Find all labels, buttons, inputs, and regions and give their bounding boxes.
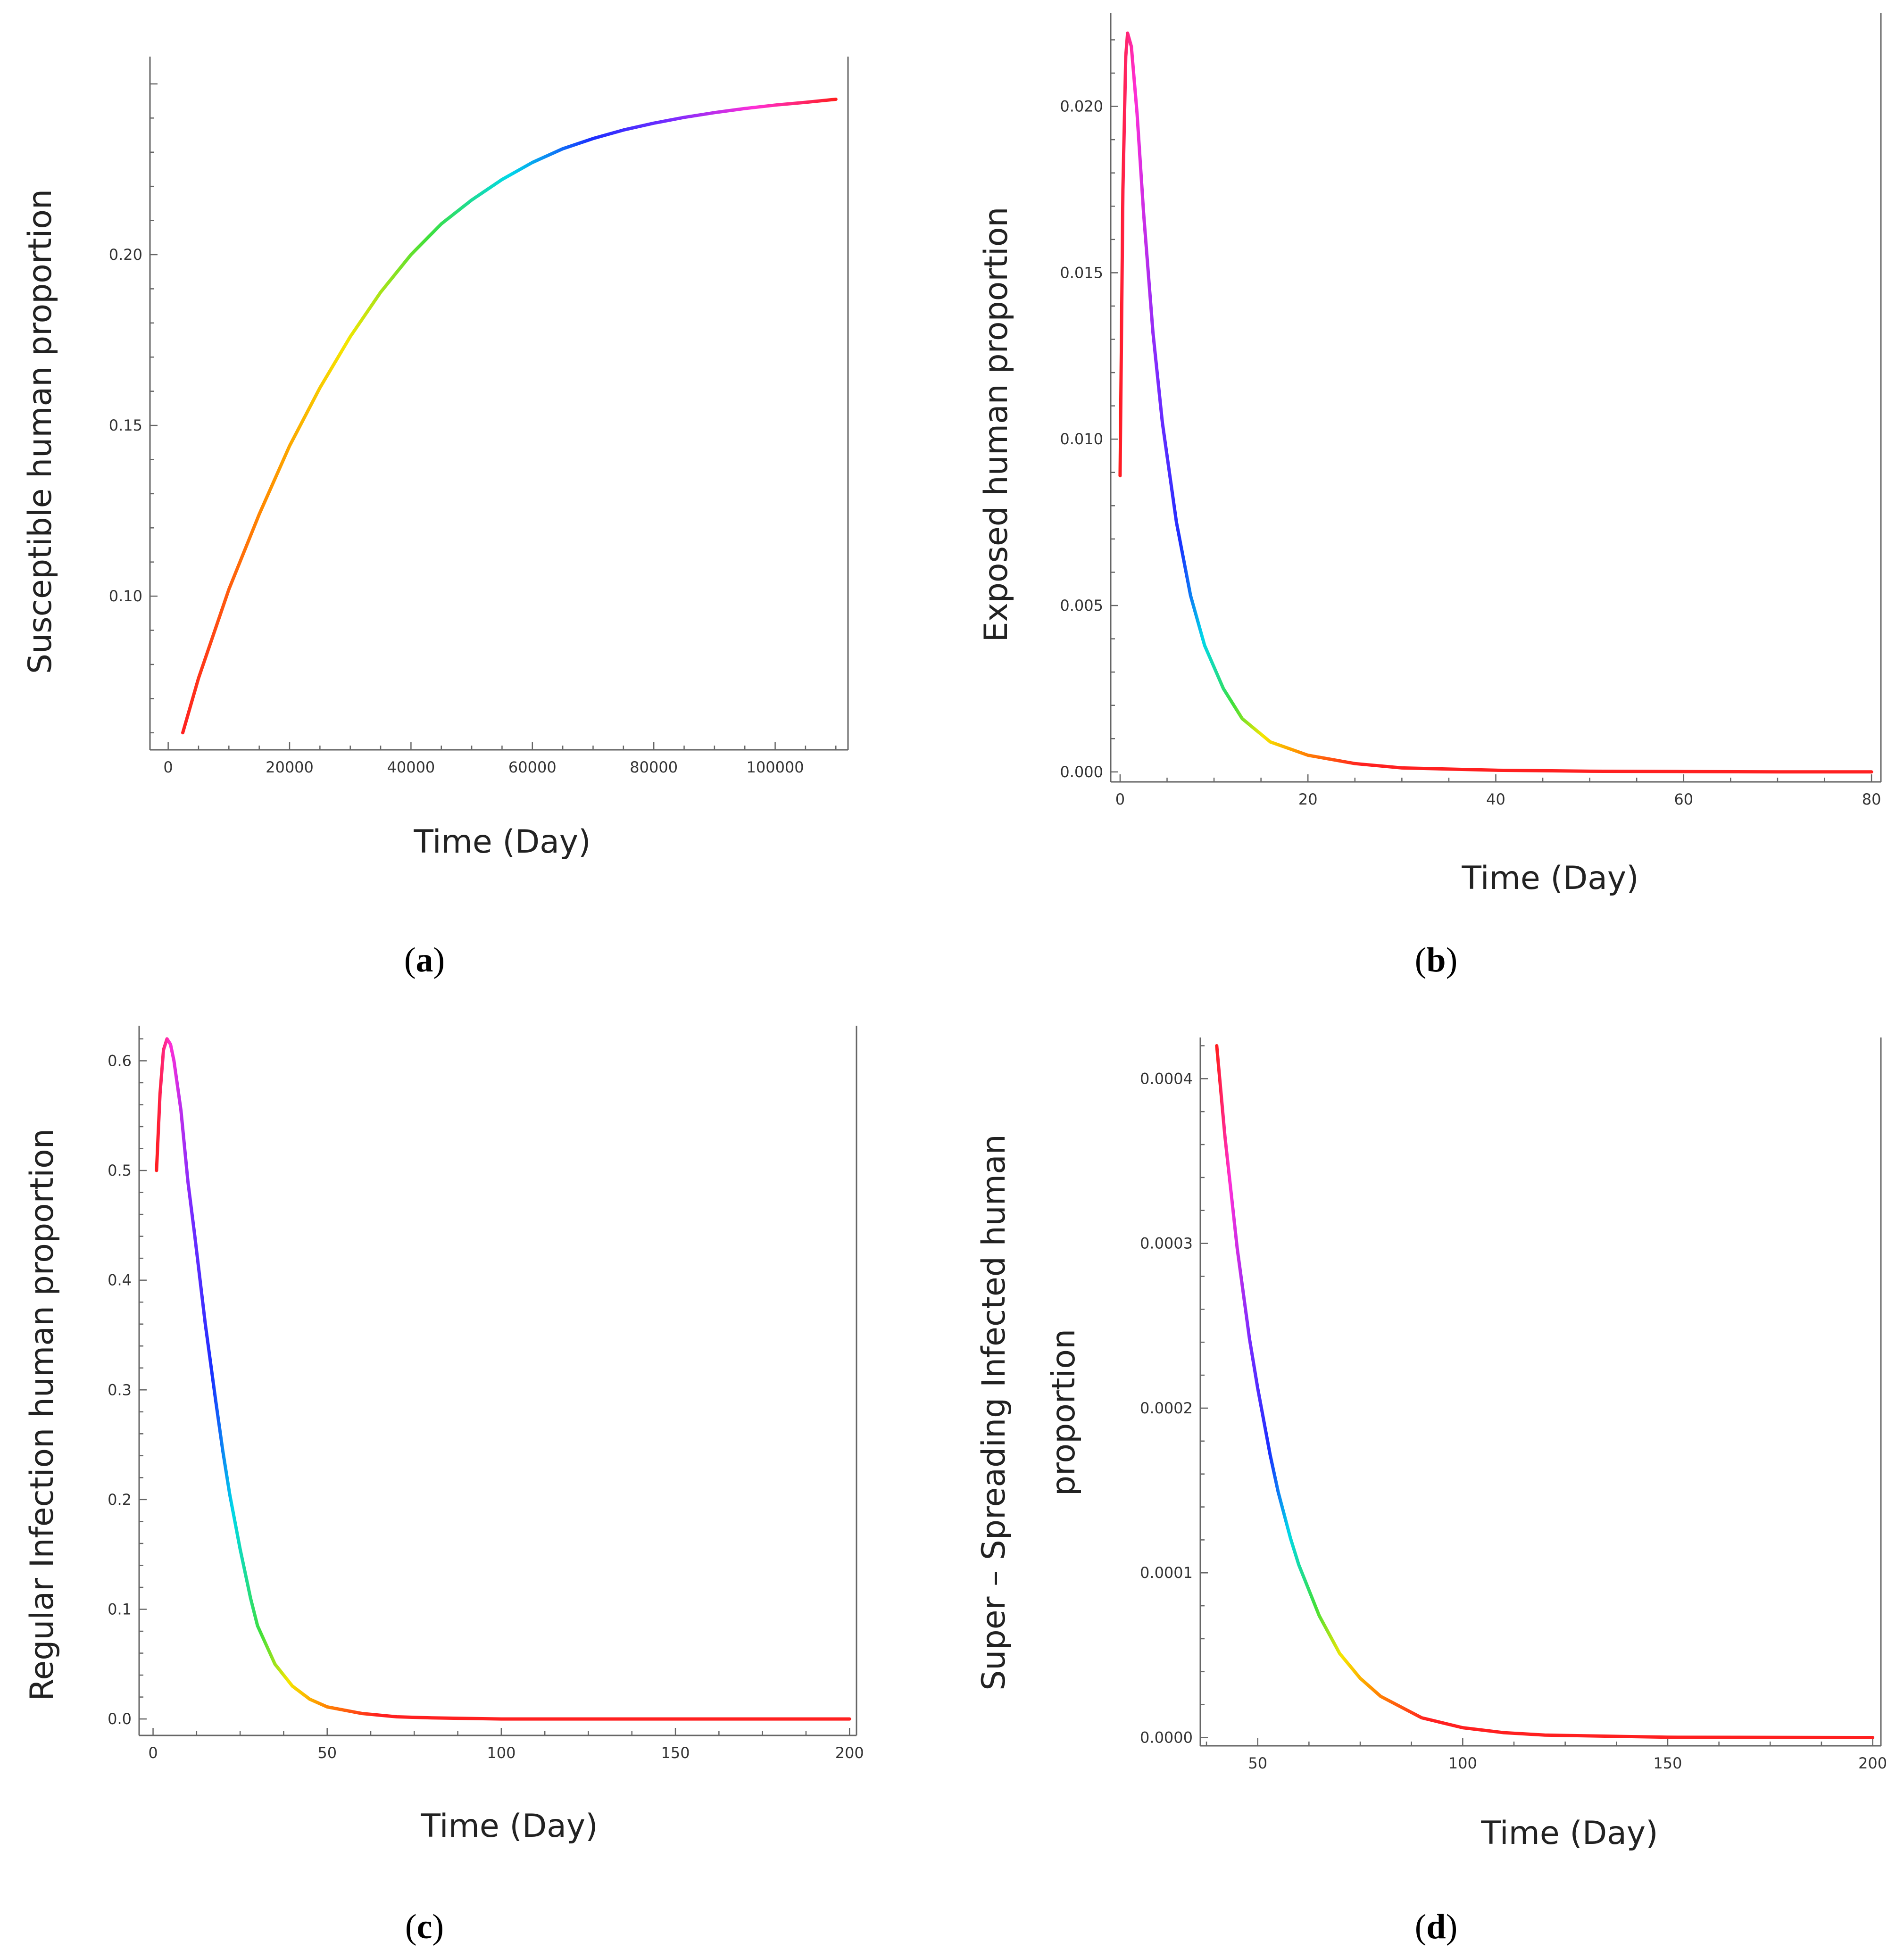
panel-a-x-tick-label: 80000 bbox=[630, 758, 678, 776]
panel-b-axes: 0 20 40 60 80 0.000 0.005 0.010 0.015 0.020 bbox=[1060, 13, 1882, 808]
panel-d: 50 100 150 200 0.0000 0.0001 0.0002 0.0003 0.000… bbox=[975, 1037, 1887, 1946]
panel-c-y-tick-label: 0.3 bbox=[108, 1381, 132, 1399]
panel-c-x-tick-label: 0 bbox=[148, 1744, 158, 1762]
panel-b-y-tick-label: 0.000 bbox=[1060, 763, 1103, 781]
panel-d-ylabel-line2: proportion bbox=[1045, 1329, 1082, 1496]
panel-d-y-tick-label: 0.0001 bbox=[1140, 1564, 1193, 1582]
panel-b-ylabel: Exposed human proportion bbox=[978, 207, 1015, 642]
panel-d-axes: 50 100 150 200 0.0000 0.0001 0.0002 0.0003 0.000… bbox=[1140, 1037, 1887, 1772]
panel-d-ylabel-line1: Super – Spreading Infected human bbox=[975, 1134, 1013, 1690]
panel-a-curve bbox=[181, 98, 838, 735]
panel-d-y-tick-label: 0.0003 bbox=[1140, 1235, 1193, 1253]
panel-b-x-tick-label: 20 bbox=[1298, 790, 1318, 808]
panel-a-x-tick-label: 100000 bbox=[746, 758, 804, 776]
panel-b-y-tick-label: 0.015 bbox=[1060, 264, 1103, 282]
panel-c-series-line bbox=[155, 1037, 851, 1721]
panel-c-x-tick-label: 50 bbox=[317, 1744, 337, 1762]
panel-b-series-line bbox=[1118, 31, 1873, 774]
panel-a-y-tick-label: 0.10 bbox=[109, 587, 142, 605]
panel-b-xlabel: Time (Day) bbox=[1461, 860, 1638, 897]
panel-c-xlabel: Time (Day) bbox=[420, 1808, 598, 1845]
panel-c-curve bbox=[155, 1037, 851, 1721]
panel-a-x-tick-label: 0 bbox=[163, 758, 173, 776]
panel-a-x-tick-label: 60000 bbox=[508, 758, 557, 776]
panel-b-label: (b) bbox=[1415, 941, 1457, 979]
panel-c: 0 50 100 150 200 0.0 0.1 0.2 0.3 0.4 0.5 0.6 Time (… bbox=[24, 1026, 864, 1946]
panel-c-x-tick-label: 150 bbox=[661, 1744, 690, 1762]
panel-b-y-tick-label: 0.020 bbox=[1060, 98, 1103, 116]
panel-c-axes: 0 50 100 150 200 0.0 0.1 0.2 0.3 0.4 0.5 0.6 bbox=[108, 1026, 864, 1762]
panel-a-label: (a) bbox=[404, 941, 445, 979]
panel-c-label: (c) bbox=[405, 1908, 444, 1946]
panel-d-x-tick-label: 100 bbox=[1448, 1754, 1477, 1772]
panel-c-y-tick-label: 0.2 bbox=[108, 1491, 132, 1509]
panel-d-y-tick-label: 0.0000 bbox=[1140, 1729, 1193, 1747]
panel-a-xlabel: Time (Day) bbox=[413, 823, 590, 861]
panel-b-y-tick-label: 0.005 bbox=[1060, 597, 1103, 614]
panel-d-series-line bbox=[1215, 1044, 1875, 1739]
panel-b-curve bbox=[1118, 31, 1873, 774]
panel-d-x-tick-label: 50 bbox=[1248, 1754, 1267, 1772]
panel-d-label: (d) bbox=[1415, 1908, 1457, 1946]
panel-a-y-tick-label: 0.15 bbox=[109, 416, 142, 434]
panel-b-x-tick-label: 40 bbox=[1486, 790, 1505, 808]
panel-c-y-tick-label: 0.5 bbox=[108, 1162, 132, 1179]
panel-c-y-tick-label: 0.4 bbox=[108, 1271, 132, 1289]
panel-c-y-tick-label: 0.6 bbox=[108, 1052, 132, 1070]
panel-a-x-tick-label: 20000 bbox=[266, 758, 314, 776]
panel-c-x-tick-label: 100 bbox=[487, 1744, 515, 1762]
panel-b-y-tick-label: 0.010 bbox=[1060, 430, 1103, 448]
panel-c-x-tick-label: 200 bbox=[835, 1744, 864, 1762]
panel-c-ylabel: Regular Infection human proportion bbox=[24, 1129, 61, 1701]
panel-b: 0 20 40 60 80 0.000 0.005 0.010 0.015 0.020 Time … bbox=[978, 13, 1882, 979]
panel-a-series-line bbox=[181, 98, 838, 735]
panel-d-y-tick-label: 0.0004 bbox=[1140, 1070, 1193, 1087]
panel-d-x-tick-label: 200 bbox=[1858, 1754, 1887, 1772]
panel-c-y-tick-label: 0.1 bbox=[108, 1600, 132, 1618]
panel-d-x-tick-label: 150 bbox=[1653, 1754, 1682, 1772]
panel-a-x-tick-label: 40000 bbox=[387, 758, 435, 776]
panel-d-xlabel: Time (Day) bbox=[1480, 1815, 1658, 1852]
panel-a-ylabel: Susceptible human proportion bbox=[22, 189, 59, 674]
panel-a: 0 20000 40000 60000 80000 1000000.100.150.20 … bbox=[22, 57, 849, 979]
panel-d-curve bbox=[1215, 1044, 1875, 1739]
panel-a-y-tick-label: 0.20 bbox=[109, 246, 142, 264]
panel-c-y-tick-label: 0.0 bbox=[108, 1710, 132, 1728]
panel-b-x-tick-label: 60 bbox=[1674, 790, 1693, 808]
panel-b-x-tick-label: 80 bbox=[1862, 790, 1881, 808]
panel-b-x-tick-label: 0 bbox=[1115, 790, 1125, 808]
panel-d-y-tick-label: 0.0002 bbox=[1140, 1399, 1193, 1417]
panel-a-axes: 0 20000 40000 60000 80000 100000 0.10 0.15 0.20 bbox=[109, 57, 849, 776]
